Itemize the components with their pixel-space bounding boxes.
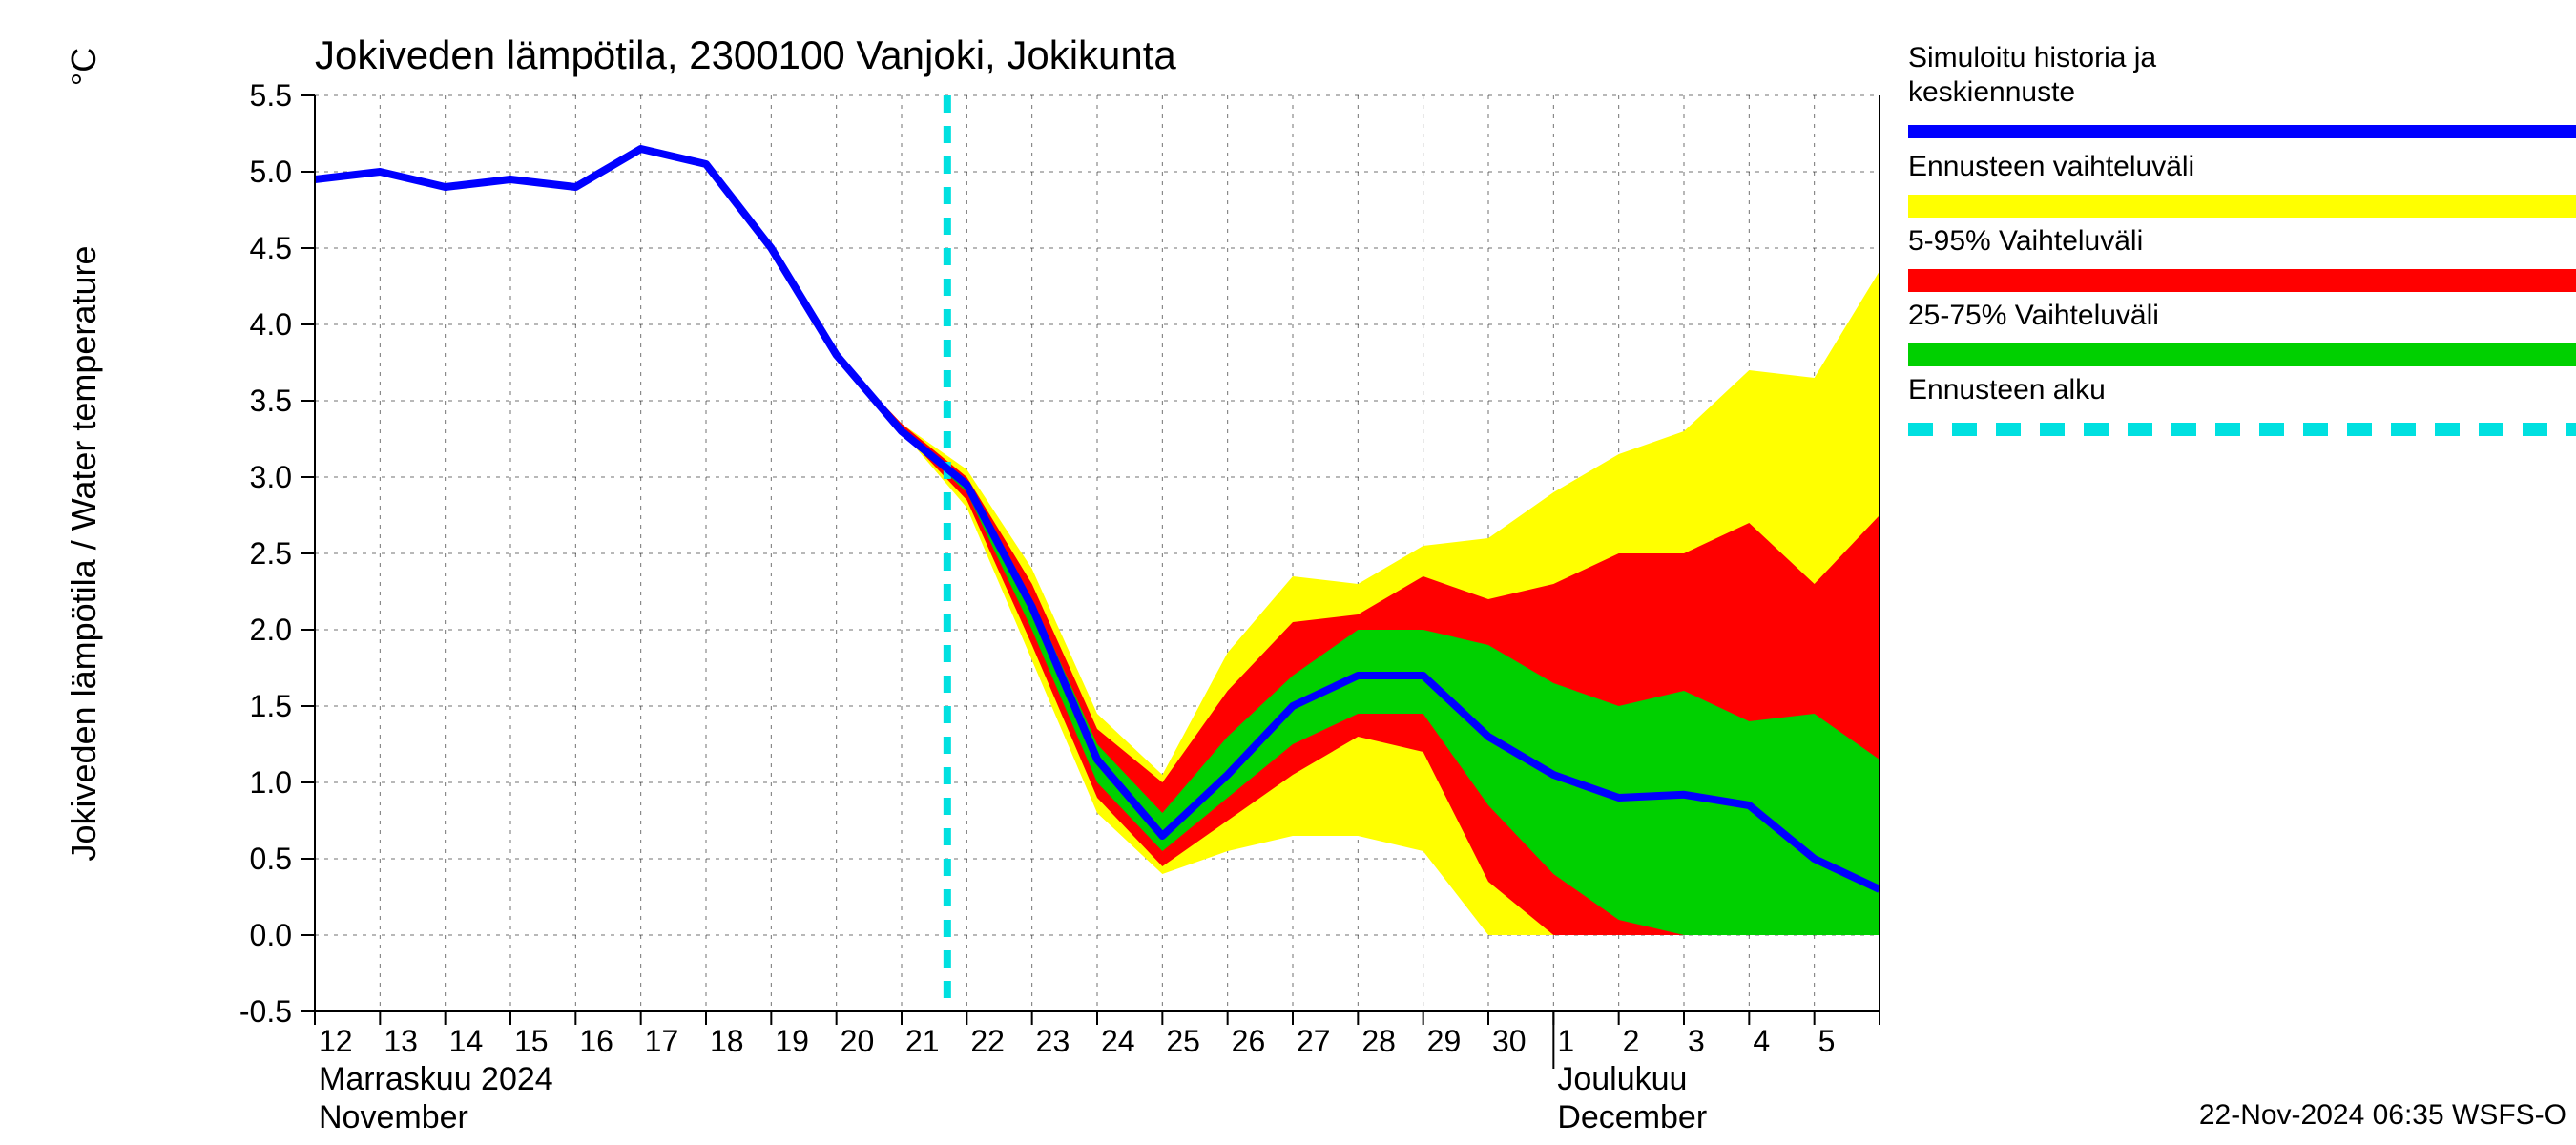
x-tick-label: 22 (970, 1024, 1005, 1058)
y-axis-unit: °C (64, 48, 103, 86)
x-tick-label: 16 (579, 1024, 613, 1058)
legend-swatch-band (1908, 195, 2576, 218)
y-tick-label: 0.0 (250, 918, 292, 952)
legend-label: Ennusteen alku (1908, 374, 2106, 406)
x-tick-label: 13 (384, 1024, 418, 1058)
x-tick-label: 30 (1492, 1024, 1527, 1058)
x-tick-label: 15 (514, 1024, 549, 1058)
x-tick-label: 24 (1101, 1024, 1135, 1058)
y-tick-label: 1.0 (250, 765, 292, 800)
x-tick-label: 14 (449, 1024, 484, 1058)
x-tick-label: 21 (905, 1024, 940, 1058)
x-tick-label: 26 (1232, 1024, 1266, 1058)
y-tick-label: 5.5 (250, 78, 292, 113)
x-tick-label: 12 (319, 1024, 353, 1058)
y-tick-label: 3.5 (250, 384, 292, 418)
x-sub-label: Marraskuu 2024 (319, 1061, 553, 1097)
x-sub-label: December (1557, 1099, 1707, 1135)
y-tick-label: 3.0 (250, 460, 292, 494)
x-tick-label: 19 (775, 1024, 809, 1058)
y-tick-label: 2.0 (250, 613, 292, 647)
x-tick-label: 1 (1557, 1024, 1574, 1058)
legend-swatch-band (1908, 344, 2576, 366)
x-tick-label: 20 (841, 1024, 875, 1058)
x-tick-label: 28 (1361, 1024, 1396, 1058)
y-tick-label: -0.5 (239, 994, 292, 1029)
chart-svg: -0.5 0.0 0.5 1.0 1.5 2.0 2.5 3.0 3.5 4.0 4.5 5.0 5.5… (0, 0, 2576, 1145)
x-tick-label: 4 (1753, 1024, 1770, 1058)
legend-label: 5-95% Vaihteluväli (1908, 225, 2143, 257)
x-tick-label: 3 (1688, 1024, 1705, 1058)
chart-title: Jokiveden lämpötila, 2300100 Vanjoki, Jo… (315, 32, 1176, 77)
y-tick-label: 0.5 (250, 842, 292, 876)
chart-container: -0.5 0.0 0.5 1.0 1.5 2.0 2.5 3.0 3.5 4.0 4.5 5.0 5.5… (0, 0, 2576, 1145)
x-tick-label: 27 (1297, 1024, 1331, 1058)
y-tick-label: 2.5 (250, 536, 292, 571)
legend-label: 25-75% Vaihteluväli (1908, 300, 2159, 331)
x-tick-label: 18 (710, 1024, 744, 1058)
x-sub-label: November (319, 1099, 468, 1135)
x-tick-label: 29 (1427, 1024, 1462, 1058)
y-tick-label: 4.0 (250, 307, 292, 342)
y-tick-label: 4.5 (250, 231, 292, 265)
y-axis-label: Jokiveden lämpötila / Water temperature (64, 246, 103, 862)
legend-swatch-band (1908, 269, 2576, 292)
x-tick-label: 5 (1818, 1024, 1836, 1058)
legend-label: Ennusteen vaihteluväli (1908, 151, 2194, 182)
x-tick-label: 23 (1036, 1024, 1070, 1058)
y-tick-label: 5.0 (250, 155, 292, 189)
x-tick-label: 25 (1166, 1024, 1200, 1058)
legend-label: keskiennuste (1908, 76, 2075, 108)
x-sub-label: Joulukuu (1557, 1061, 1687, 1097)
footer-timestamp: 22-Nov-2024 06:35 WSFS-O (2199, 1099, 2566, 1131)
x-tick-label: 2 (1623, 1024, 1640, 1058)
x-tick-label: 17 (645, 1024, 679, 1058)
y-tick-label: 1.5 (250, 689, 292, 723)
legend-label: Simuloitu historia ja (1908, 42, 2156, 73)
